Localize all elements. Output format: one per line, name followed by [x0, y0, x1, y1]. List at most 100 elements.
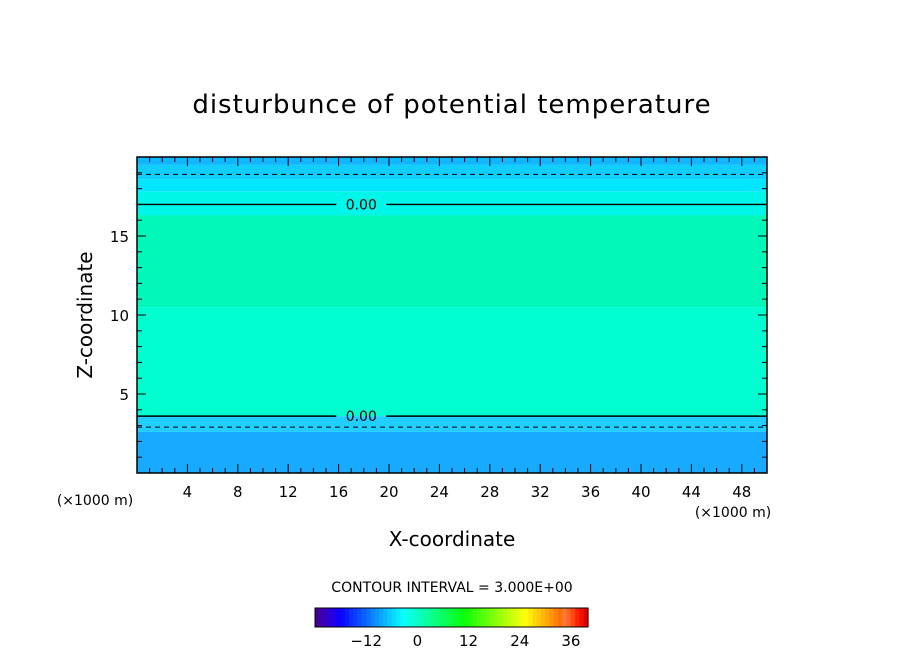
colorbar-tick-label-0: 0	[413, 632, 423, 650]
z-unit-label: (×1000 m)	[57, 493, 133, 509]
color-band-7	[137, 431, 767, 473]
colorbar-cell-56	[553, 608, 559, 627]
colorbar-cell-29	[438, 608, 444, 627]
y-tick-label-15: 15	[110, 228, 129, 246]
colorbar-cell-28	[434, 608, 440, 627]
colorbar-tick-label--12: −12	[350, 632, 382, 650]
colorbar-cell-49	[524, 608, 529, 627]
colorbar-cell-2	[323, 608, 329, 627]
x-tick-label-40: 40	[631, 483, 650, 501]
colorbar-cell-0	[315, 608, 320, 627]
colorbar-cell-35	[464, 608, 470, 627]
colorbar-cell-34	[460, 608, 465, 627]
colorbar-cell-33	[455, 608, 461, 627]
colorbar-cell-26	[425, 608, 431, 627]
colorbar-cell-59	[566, 608, 572, 627]
colorbar-cell-52	[536, 608, 542, 627]
x-tick-label-28: 28	[480, 483, 499, 501]
colorbar-cell-32	[451, 608, 457, 627]
colorbar-cell-18	[391, 608, 397, 627]
colorbar-cell-61	[575, 608, 581, 627]
colorbar-cell-41	[489, 608, 495, 627]
colorbar-cell-42	[494, 608, 500, 627]
colorbar-cell-17	[387, 608, 393, 627]
colorbar-cell-50	[528, 608, 534, 627]
x-tick-label-32: 32	[531, 483, 550, 501]
colorbar-cell-24	[417, 608, 423, 627]
colorbar-cell-8	[349, 608, 354, 627]
colorbar-cell-57	[558, 608, 564, 627]
colorbar-cell-55	[549, 608, 555, 627]
colorbar-cell-47	[515, 608, 521, 627]
colorbar-cell-12	[366, 608, 372, 627]
colorbar-cell-9	[353, 608, 359, 627]
x-tick-label-24: 24	[430, 483, 449, 501]
x-unit-label: (×1000 m)	[695, 505, 771, 521]
x-tick-label-16: 16	[329, 483, 348, 501]
chart-title: disturbunce of potential temperature	[192, 90, 711, 120]
colorbar-cell-45	[506, 608, 512, 627]
color-band-4	[137, 215, 767, 308]
colorbar-tick-label-36: 36	[561, 632, 580, 650]
colorbar-cell-37	[472, 608, 478, 627]
colorbar-tick-label-24: 24	[510, 632, 529, 650]
colorbar-cell-30	[442, 608, 448, 627]
colorbar-cell-38	[477, 608, 482, 627]
color-band-1	[137, 164, 767, 180]
y-tick-labels: 5 10 15	[110, 172, 767, 458]
colorbar-cell-7	[344, 608, 350, 627]
colorbar-cell-53	[541, 608, 546, 627]
colorbar-cell-5	[336, 608, 342, 627]
colorbar-cell-25	[421, 608, 427, 627]
colorbar-cell-1	[319, 608, 325, 627]
colorbar-cell-13	[370, 608, 376, 627]
x-tick-label-4: 4	[183, 483, 193, 501]
colorbar-frame	[314, 607, 589, 628]
colorbar-cell-11	[361, 608, 367, 627]
plot-area: 0.00 0.00	[136, 156, 768, 474]
colorbar-cell-62	[579, 608, 585, 627]
colorbar-cell-60	[570, 608, 576, 627]
colorbar-cell-58	[562, 608, 568, 627]
x-tick-label-20: 20	[379, 483, 398, 501]
x-tick-label-44: 44	[682, 483, 701, 501]
colorbar-cell-21	[404, 608, 410, 627]
x-tick-label-8: 8	[233, 483, 243, 501]
colorbar-cell-22	[408, 608, 414, 627]
contour-label-1: 0.00	[346, 409, 377, 425]
color-band-2	[137, 179, 767, 192]
colorbar-cell-23	[413, 608, 418, 627]
colorbar-cell-14	[374, 608, 380, 627]
contour-label-0: 0.00	[346, 197, 377, 213]
colorbar-cell-6	[340, 608, 346, 627]
colorbar-cell-20	[400, 608, 406, 627]
colorbar-cell-44	[502, 608, 508, 627]
colorbar-cell-36	[468, 608, 474, 627]
colorbar-cell-16	[383, 608, 389, 627]
colorbar-cell-39	[481, 608, 487, 627]
y-tick-label-5: 5	[119, 386, 129, 404]
x-axis-title: X-coordinate	[389, 527, 516, 551]
x-tick-label-36: 36	[581, 483, 600, 501]
colorbar-cell-46	[511, 608, 517, 627]
x-tick-labels: 4 8 12 16 20 24 28 32 36 40 44 48	[149, 157, 755, 501]
colorbar-cell-40	[485, 608, 491, 627]
colorbar-tick-label-12: 12	[459, 632, 478, 650]
colorbar-cell-63	[583, 608, 589, 627]
colorbar-cell-10	[357, 608, 363, 627]
color-band-6	[137, 416, 767, 432]
colorbar-cell-31	[447, 608, 453, 627]
x-tick-label-12: 12	[279, 483, 298, 501]
z-axis-title: Z-coordinate	[73, 251, 97, 378]
color-band-3	[137, 191, 767, 216]
colorbar-cell-4	[332, 608, 337, 627]
colorbar-cell-43	[498, 608, 504, 627]
color-band-5	[137, 307, 767, 417]
colorbar: −12 0 12 24 36	[314, 607, 589, 650]
y-tick-label-10: 10	[110, 307, 129, 325]
colorbar-cell-51	[532, 608, 538, 627]
x-tick-label-48: 48	[732, 483, 751, 501]
contour-interval-label: CONTOUR INTERVAL = 3.000E+00	[331, 580, 572, 596]
colorbar-cell-19	[396, 608, 401, 627]
